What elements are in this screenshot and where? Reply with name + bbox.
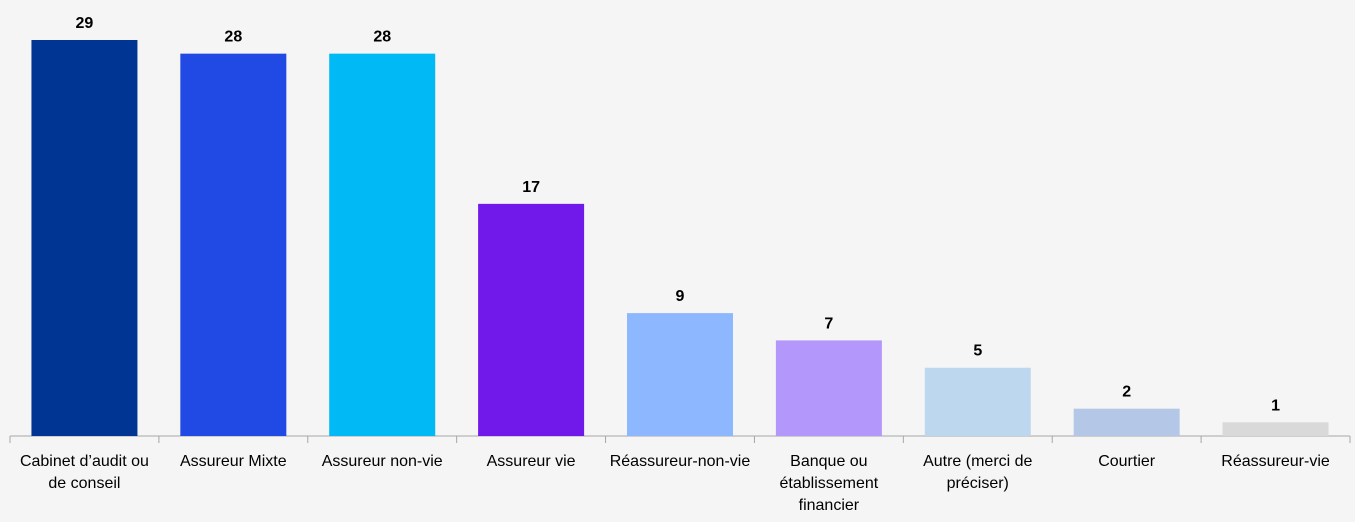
x-tick-label: Assureur Mixte xyxy=(179,453,287,470)
bar xyxy=(478,203,585,436)
value-label: 28 xyxy=(224,29,242,46)
value-label: 1 xyxy=(1271,397,1280,414)
x-tick-label: Autre (merci de préciser) xyxy=(923,453,1033,492)
x-tick-label: Assureur vie xyxy=(486,453,576,470)
x-tick-label: Réassureur-vie xyxy=(1221,453,1330,470)
x-tick-label: Cabinet d’audit ou de conseil xyxy=(19,453,149,492)
value-label: 17 xyxy=(522,179,540,196)
bar xyxy=(924,367,1031,436)
x-tick-label: Assureur non-vie xyxy=(321,453,443,470)
bar xyxy=(31,40,138,436)
value-label: 9 xyxy=(676,288,685,305)
x-tick-label: Réassureur-non-vie xyxy=(609,453,751,470)
value-label: 2 xyxy=(1122,384,1131,401)
value-label: 5 xyxy=(973,343,982,360)
bar xyxy=(329,53,436,436)
bar xyxy=(180,53,287,436)
bar xyxy=(775,340,882,436)
bar xyxy=(1073,408,1180,436)
x-tick-label: Banque ou établissement financier xyxy=(779,453,879,514)
bar xyxy=(1222,422,1329,436)
value-label: 28 xyxy=(373,29,391,46)
x-tick-label: Courtier xyxy=(1098,453,1156,470)
value-label: 29 xyxy=(76,15,94,32)
value-label: 7 xyxy=(824,315,833,332)
bar xyxy=(627,313,733,436)
